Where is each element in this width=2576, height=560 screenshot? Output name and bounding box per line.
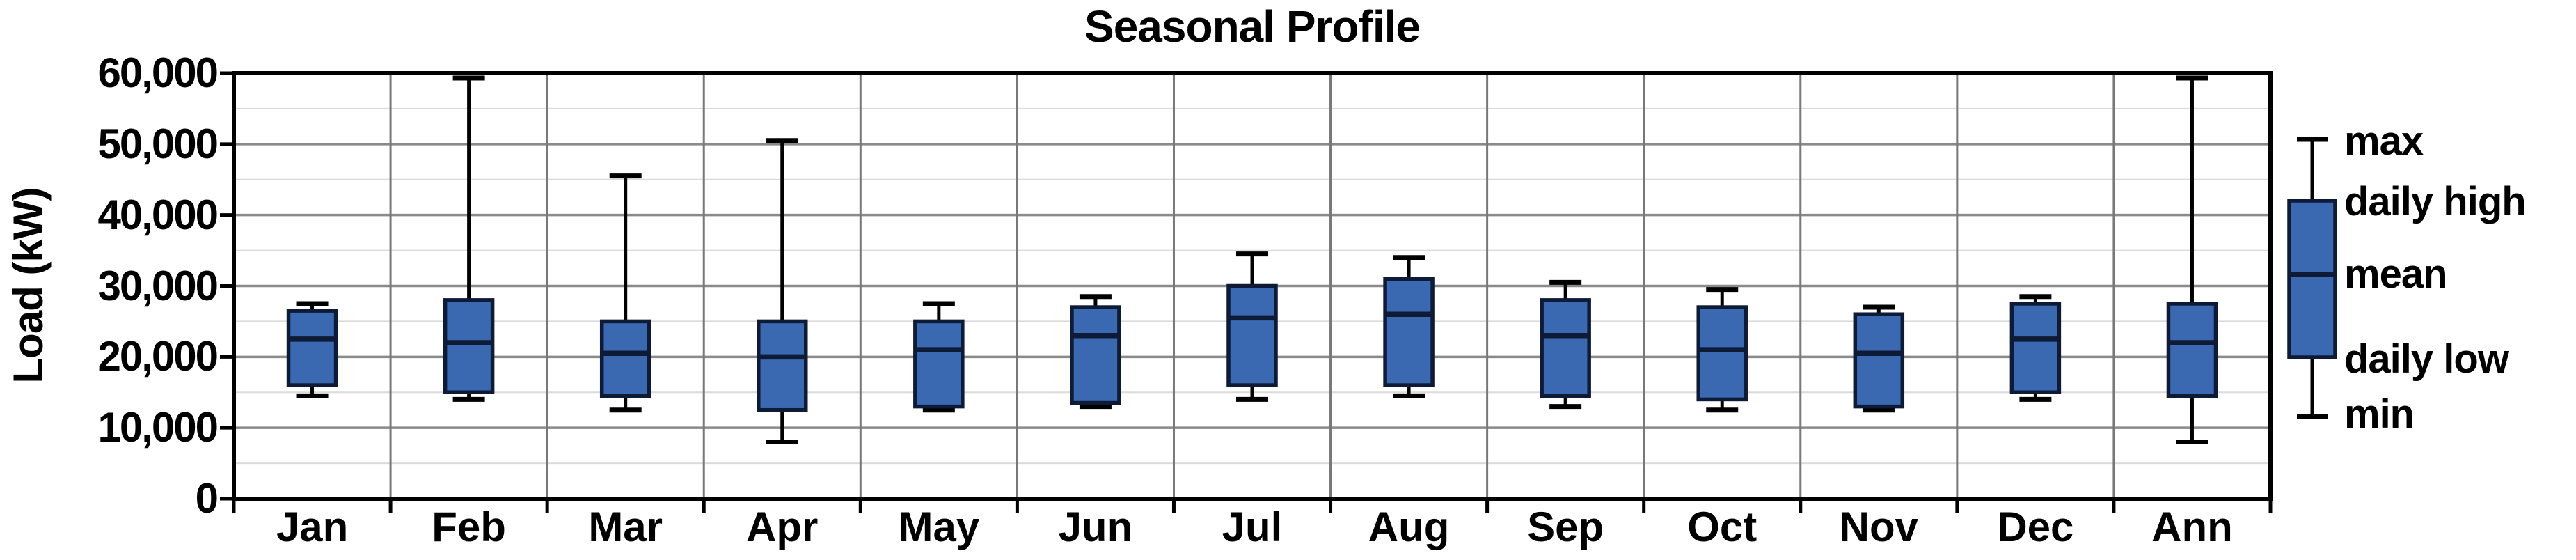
x-tick-label-oct: Oct xyxy=(1687,504,1757,550)
box-high-low xyxy=(1226,283,1278,387)
box-high-low xyxy=(2009,302,2062,395)
legend-glyph xyxy=(2287,137,2337,419)
y-tick-label: 10,000 xyxy=(97,404,219,451)
box-high-low xyxy=(1070,305,1121,405)
y-tick-label: 40,000 xyxy=(97,191,219,238)
box-high-low xyxy=(1383,277,1435,387)
y-tick-label: 50,000 xyxy=(97,120,219,167)
y-tick-label: 30,000 xyxy=(97,262,219,309)
boxplot-may xyxy=(913,301,965,413)
boxplot-sep xyxy=(1540,279,1591,410)
x-tick-label-nov: Nov xyxy=(1839,504,1918,550)
boxplot-mar xyxy=(599,173,651,413)
x-tick-label-ann: Ann xyxy=(2151,504,2233,550)
x-tick-label-jan: Jan xyxy=(276,504,349,550)
boxplot-jul xyxy=(1226,251,1278,402)
x-tick-label-aug: Aug xyxy=(1368,504,1450,550)
boxplot-jun xyxy=(1070,294,1121,410)
y-tick-label: 20,000 xyxy=(97,333,219,380)
boxplot-feb xyxy=(443,75,495,402)
legend-label-daily-low: daily low xyxy=(2344,336,2509,382)
box-high-low xyxy=(1696,305,1748,402)
x-tick-label-feb: Feb xyxy=(432,504,506,550)
boxplot-ann xyxy=(2166,75,2218,445)
box-high-low xyxy=(1853,312,1905,409)
boxplot-dec xyxy=(2009,294,2062,402)
x-tick-label-may: May xyxy=(898,504,980,550)
legend-label-min: min xyxy=(2344,391,2415,437)
legend-label-mean: mean xyxy=(2344,251,2448,297)
box-high-low xyxy=(443,298,495,394)
boxplot-jan xyxy=(286,301,338,398)
y-tick-label: 60,000 xyxy=(97,49,219,96)
box-high-low xyxy=(2166,302,2218,398)
boxplot-oct xyxy=(1696,287,1748,413)
y-tick-label: 0 xyxy=(195,475,219,522)
box-high-low xyxy=(599,319,651,398)
x-tick-label-sep: Sep xyxy=(1527,504,1604,550)
box-high-low xyxy=(757,319,808,412)
boxplot-nov xyxy=(1853,304,1905,413)
boxplot-aug xyxy=(1383,255,1435,398)
legend-label-max: max xyxy=(2344,118,2424,164)
legend-box xyxy=(2287,199,2337,359)
x-tick-label-dec: Dec xyxy=(1997,504,2074,550)
x-tick-label-mar: Mar xyxy=(588,504,663,550)
box-high-low xyxy=(286,309,338,387)
box-high-low xyxy=(913,319,965,409)
legend-label-daily-high: daily high xyxy=(2344,179,2527,224)
x-tick-label-jun: Jun xyxy=(1058,504,1133,550)
box-high-low xyxy=(1540,298,1591,398)
chart-title: Seasonal Profile xyxy=(1084,1,1421,52)
x-tick-label-apr: Apr xyxy=(746,504,819,550)
boxplot-apr xyxy=(757,138,808,445)
x-tick-label-jul: Jul xyxy=(1222,504,1283,550)
